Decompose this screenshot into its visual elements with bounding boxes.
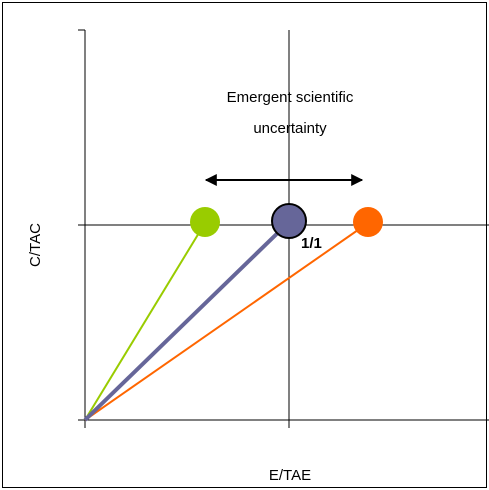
y-axis-label: C/TAC — [27, 223, 44, 267]
x-axis-label: E/TAE — [269, 467, 311, 484]
green-point — [190, 207, 220, 237]
annotation-line: Emergent scientific — [227, 89, 354, 106]
orange-point — [353, 207, 383, 237]
orange-line — [84, 222, 369, 421]
blue-point — [271, 203, 307, 239]
blue-line — [83, 220, 291, 422]
annotation-line: uncertainty — [253, 120, 327, 137]
green-line — [84, 222, 206, 421]
point-label: 1/1 — [301, 235, 322, 252]
